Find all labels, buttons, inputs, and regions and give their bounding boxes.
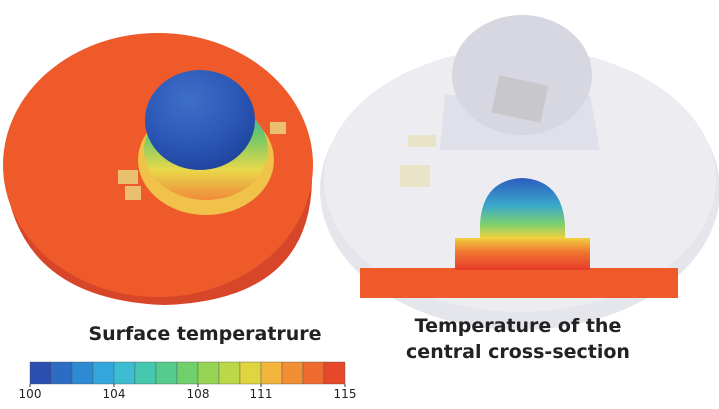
tick-label: 104 — [103, 387, 126, 401]
caption: Temperature of the — [415, 315, 622, 337]
colorbar-cell — [72, 362, 93, 384]
section-board — [360, 268, 678, 298]
colorbar-cell — [219, 362, 240, 384]
lead — [125, 186, 141, 200]
colorbar-cell — [51, 362, 72, 384]
colorbar-cell — [198, 362, 219, 384]
lead — [270, 122, 286, 134]
right-model — [320, 15, 719, 330]
colorbar-cell — [93, 362, 114, 384]
tick-label: 115 — [334, 387, 357, 401]
colorbar-cell — [240, 362, 261, 384]
colorbar-cell — [177, 362, 198, 384]
tick-label: 108 — [187, 387, 210, 401]
colorbar: 100 104 108 111 115 — [19, 362, 357, 401]
colorbar-cell — [135, 362, 156, 384]
colorbar-cell — [114, 362, 135, 384]
lead — [400, 165, 430, 187]
left-model — [3, 33, 313, 305]
caption: Surface temperatrure — [88, 323, 321, 345]
colorbar-cell — [303, 362, 324, 384]
colorbar-cell — [156, 362, 177, 384]
figure: Surface temperatrure Temperature of the … — [0, 0, 719, 409]
caption: central cross-section — [406, 341, 630, 363]
colorbar-cell — [30, 362, 51, 384]
lead — [118, 170, 138, 184]
lead — [408, 135, 436, 147]
tick-label: 100 — [19, 387, 42, 401]
colorbar-cell — [261, 362, 282, 384]
colorbar-cell — [324, 362, 345, 384]
colorbar-cell — [282, 362, 303, 384]
tick-label: 111 — [250, 387, 273, 401]
dome — [145, 70, 255, 170]
